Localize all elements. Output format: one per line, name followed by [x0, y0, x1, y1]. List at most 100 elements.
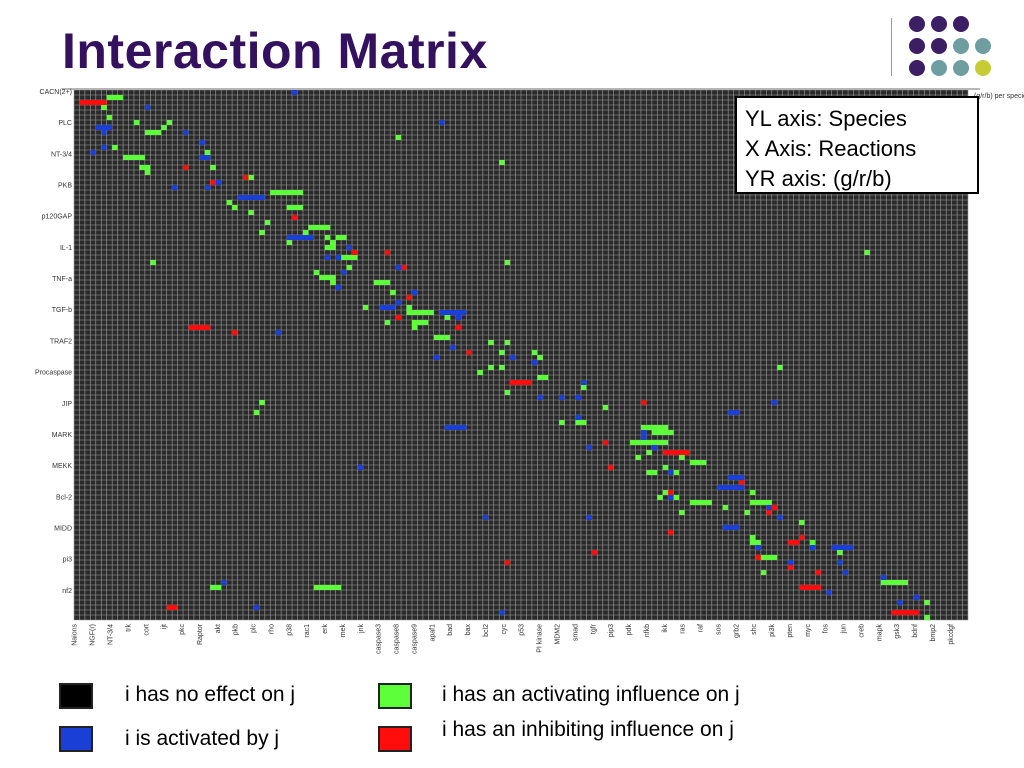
y-axis-label: TGF-b [52, 307, 72, 314]
matrix-cell [488, 340, 494, 345]
matrix-cell [722, 525, 740, 530]
matrix-cell [831, 545, 854, 550]
x-axis-label: NT-3/4 [107, 624, 114, 645]
matrix-cell [406, 310, 434, 315]
x-axis-label: tgfr [590, 623, 597, 634]
matrix-cell [646, 450, 652, 455]
matrix-cell [826, 590, 832, 595]
matrix-cell [679, 510, 685, 515]
legend-swatch-activating [378, 683, 412, 709]
matrix-cell [504, 390, 511, 395]
matrix-cell [739, 480, 745, 485]
matrix-cell [777, 365, 783, 370]
matrix-cell [657, 495, 663, 500]
matrix-cell [330, 240, 336, 245]
y-axis-label: p120GAP [42, 214, 73, 221]
matrix-cell [79, 100, 107, 105]
logo-dot [909, 38, 925, 54]
matrix-cell [913, 595, 919, 600]
matrix-cell [788, 565, 794, 570]
matrix-cell [324, 255, 331, 260]
x-axis-label: ras [680, 624, 687, 634]
y-axis-label: TRAF2 [50, 338, 72, 345]
matrix-cell [139, 165, 151, 170]
logo-dot [931, 38, 947, 54]
matrix-cell [755, 545, 761, 550]
x-axis-label: pip3 [608, 624, 615, 637]
matrix-cell [253, 410, 260, 415]
matrix-cell [668, 530, 674, 535]
matrix-cell [635, 455, 641, 460]
logo-dot [931, 60, 947, 76]
title-divider [62, 88, 980, 90]
y-axis-label: IL-1 [60, 245, 72, 252]
matrix-cell [499, 365, 505, 370]
matrix-cell [210, 585, 222, 590]
legend-label-no-effect: i has no effect on j [125, 683, 296, 706]
matrix-cell [259, 400, 265, 405]
matrix-cell [362, 305, 369, 310]
y-axis-label: nf2 [62, 588, 72, 595]
matrix-cell [755, 555, 761, 560]
x-axis-label: pkc [179, 624, 186, 635]
matrix-cell [395, 315, 402, 320]
matrix-cell [242, 175, 249, 180]
matrix-cell [188, 325, 211, 330]
matrix-cell [668, 495, 674, 500]
x-axis-label: pdk [626, 624, 633, 636]
matrix-cell [172, 185, 178, 190]
matrix-cell [406, 305, 412, 310]
matrix-cell [439, 120, 445, 125]
x-axis-label: bad [447, 624, 454, 636]
matrix-cell [510, 380, 532, 385]
matrix-cell [891, 610, 919, 615]
matrix-cell [341, 270, 347, 275]
logo-dot [909, 60, 925, 76]
x-axis-label: caspase8 [394, 624, 401, 654]
matrix-cell [248, 175, 254, 180]
x-axis-label: gsk3 [894, 624, 901, 639]
matrix-cell [335, 255, 342, 260]
matrix-cell [749, 535, 756, 540]
x-axis-label: pkcdgf [948, 624, 955, 645]
matrix-cell [324, 235, 331, 240]
matrix-cell [559, 420, 565, 425]
matrix-cell [651, 445, 658, 450]
matrix-cell [864, 250, 870, 255]
x-axis-label: bcl2 [483, 624, 490, 637]
logo-dot [909, 16, 925, 32]
x-axis-label: pten [787, 624, 794, 638]
x-axis-label: grb2 [733, 624, 740, 638]
matrix-cell [842, 570, 849, 575]
x-axis-label: nfkb [644, 624, 651, 637]
matrix-cell [504, 560, 511, 565]
matrix-cell [689, 500, 712, 505]
matrix-cell [144, 105, 151, 110]
matrix-cell [580, 380, 587, 385]
matrix-cell [390, 290, 396, 295]
x-axis-label: mek [340, 624, 347, 638]
matrix-cell [101, 145, 107, 150]
annotation-line-yr: YR axis: (g/r/b) [745, 166, 892, 191]
matrix-cell [586, 445, 592, 450]
matrix-cell [809, 545, 816, 550]
matrix-cell [575, 415, 581, 420]
matrix-cell [395, 300, 402, 305]
matrix-cell [313, 270, 320, 275]
matrix-cell [166, 605, 178, 610]
matrix-cell [411, 325, 418, 330]
x-axis-label: cort [143, 624, 150, 636]
matrix-cell [237, 195, 265, 200]
matrix-cell [749, 490, 756, 495]
matrix-cell [199, 140, 205, 145]
matrix-cell [313, 585, 342, 590]
y-axis-label: PLC [58, 120, 72, 127]
matrix-cell [799, 535, 805, 540]
x-axis-label: pkb [233, 624, 240, 635]
matrix-cell [335, 235, 347, 240]
x-axis-label: creb [858, 624, 865, 638]
matrix-cell [673, 495, 680, 500]
x-axis-label: rho [268, 624, 275, 634]
legend-label-activated-by: i is activated by j [125, 727, 280, 750]
matrix-cell [455, 315, 462, 320]
